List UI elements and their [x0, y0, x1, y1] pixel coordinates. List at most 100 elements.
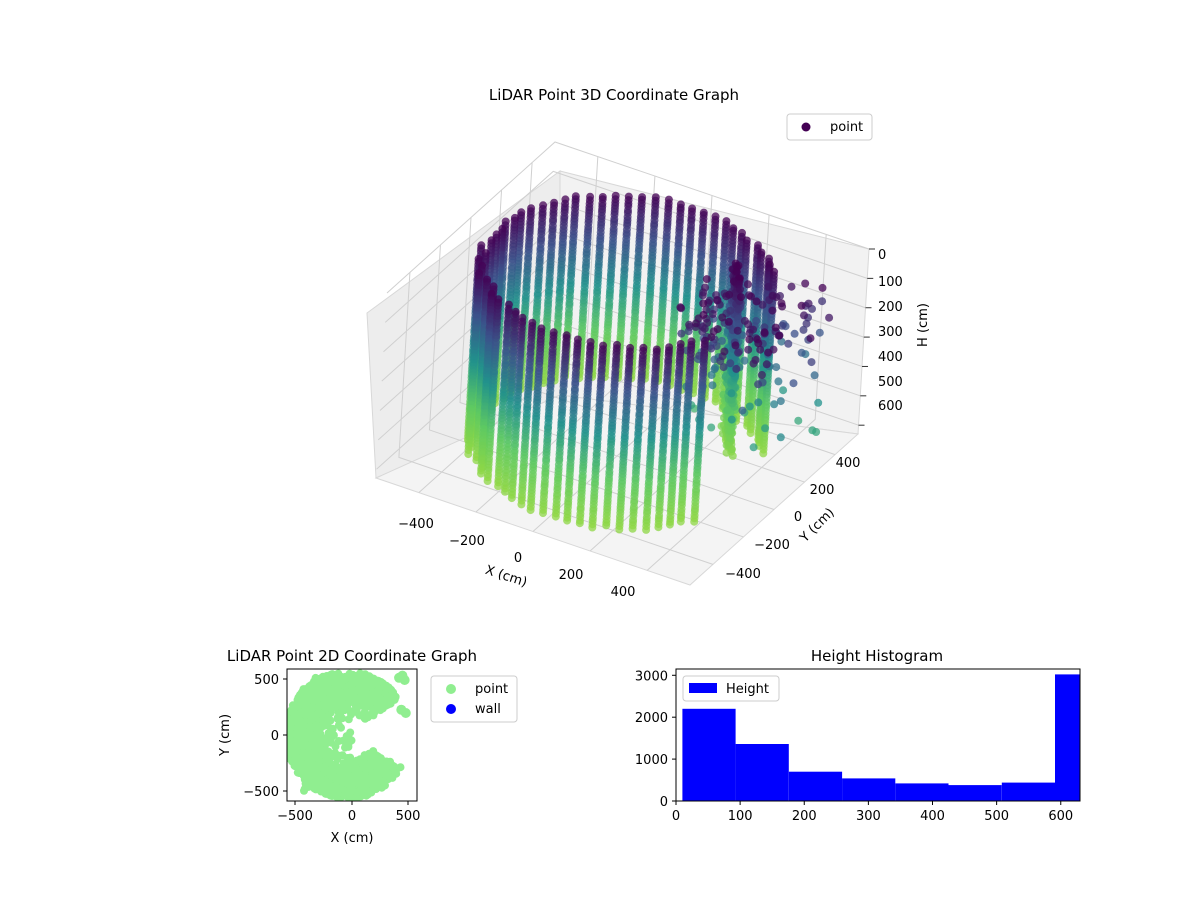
x-tick-label: −400	[398, 517, 434, 532]
chart-3d-y-ticks: −400 −200 0 200 400	[725, 456, 860, 582]
point-3d	[797, 348, 806, 357]
z-tick-label: 600	[878, 399, 903, 414]
point-3d	[752, 297, 761, 306]
point-3d	[745, 329, 754, 337]
point-3d	[718, 313, 727, 322]
point-3d	[743, 280, 752, 289]
point-3d	[720, 347, 729, 356]
point-3d	[726, 426, 735, 435]
point-3d	[789, 379, 798, 388]
point-3d	[551, 512, 560, 521]
point-3d	[676, 303, 685, 312]
x-tick-label: 0	[514, 551, 522, 566]
chart-3d-z-ticks: 0 100 200 300 400 500 600	[878, 248, 903, 414]
point-3d	[747, 292, 755, 301]
point-3d	[745, 335, 754, 344]
x-tick-label: −200	[449, 534, 485, 549]
point-2d	[388, 773, 397, 782]
point-3d	[483, 477, 492, 485]
point-3d	[790, 329, 799, 338]
grid-line	[646, 234, 827, 571]
point-3d	[707, 333, 716, 342]
point-3d	[808, 426, 817, 435]
point-3d	[736, 285, 744, 294]
point-3d	[642, 525, 651, 534]
point-3d	[815, 328, 824, 337]
point-3d	[707, 423, 716, 432]
point-3d	[732, 364, 741, 373]
point-3d	[708, 310, 717, 318]
y-tick-label: −200	[754, 538, 790, 553]
y-tick-label: 0	[794, 510, 802, 525]
point-3d	[759, 449, 768, 458]
point-3d	[770, 400, 779, 409]
point-3d	[692, 319, 700, 328]
point-3d	[818, 283, 827, 292]
point-3d	[734, 305, 743, 314]
point-3d	[794, 416, 803, 425]
point-3d	[701, 283, 709, 292]
point-2d	[352, 756, 361, 765]
chart-3d-zlabel: H (cm)	[916, 303, 931, 347]
point-3d	[771, 323, 780, 332]
point-3d	[698, 323, 707, 331]
point-3d	[825, 313, 834, 322]
chart-2d: LiDAR Point 2D Coordinate Graph −500 0 5…	[218, 647, 518, 846]
point-3d	[762, 360, 771, 369]
chart-3d-x-ticks: −400 −200 0 200 400	[398, 517, 635, 600]
point-3d	[775, 331, 784, 340]
point-3d	[778, 321, 787, 330]
z-tick-label: 300	[878, 325, 903, 340]
point-3d	[758, 300, 767, 309]
point-3d	[733, 326, 742, 335]
point-3d	[711, 397, 720, 406]
point-3d	[734, 319, 743, 328]
point-3d	[539, 509, 547, 518]
point-3d	[749, 443, 758, 452]
z-tick-label: 100	[878, 275, 903, 290]
point-3d	[779, 386, 788, 395]
point-3d	[800, 311, 808, 320]
z-tick-label: 500	[878, 375, 903, 390]
point-3d	[665, 520, 674, 529]
point-3d	[707, 371, 716, 379]
point-3d	[726, 434, 735, 443]
point-3d	[731, 383, 740, 392]
point-3d	[685, 320, 694, 329]
chart-2d-points	[287, 669, 411, 801]
point-3d	[764, 348, 773, 357]
point-3d	[507, 494, 516, 503]
point-3d	[801, 279, 810, 288]
point-3d	[731, 341, 740, 350]
point-3d	[526, 506, 535, 515]
point-3d	[676, 517, 685, 526]
point-3d	[654, 523, 663, 532]
y-tick-label: −400	[725, 567, 761, 582]
point-3d	[746, 429, 755, 438]
point-3d	[677, 329, 686, 338]
point-3d	[734, 348, 743, 357]
z-tick-label: 200	[878, 300, 903, 315]
point-3d	[723, 406, 732, 415]
point-3d	[699, 310, 708, 319]
legend-marker	[801, 122, 811, 132]
point-3d	[713, 325, 722, 334]
point-3d	[464, 450, 473, 459]
point-3d	[727, 415, 736, 424]
x-tick-label: 400	[611, 585, 636, 600]
point-3d	[707, 344, 716, 353]
point-3d	[797, 301, 806, 310]
point-3d	[724, 317, 733, 326]
point-3d	[602, 521, 611, 530]
point-3d	[787, 282, 796, 291]
point-3d	[802, 319, 811, 328]
y-tick-label: 200	[810, 483, 835, 498]
point-3d	[754, 339, 763, 348]
point-3d	[738, 406, 747, 415]
point-3d	[708, 381, 717, 390]
point-3d	[806, 334, 815, 343]
y-tick-label: 400	[836, 456, 861, 471]
point-3d	[713, 296, 722, 304]
point-3d	[740, 356, 749, 365]
